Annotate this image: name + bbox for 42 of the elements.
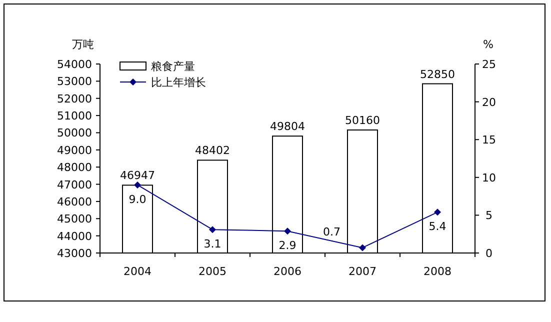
y-axis-title: 万吨 xyxy=(72,38,94,51)
y2-tick-label: 15 xyxy=(482,134,496,147)
data-label: 50160 xyxy=(345,114,380,127)
data-label: 2.9 xyxy=(278,239,296,252)
data-label: 49804 xyxy=(270,120,305,134)
data-label: 48402 xyxy=(195,144,230,158)
y-tick-label: 52000 xyxy=(57,92,92,106)
y2-tick-label: 25 xyxy=(482,58,496,71)
x-tick-label: 2004 xyxy=(124,265,152,278)
data-label: 5.4 xyxy=(428,220,446,234)
y-tick-label: 54000 xyxy=(57,58,92,71)
y2-tick-label: 20 xyxy=(482,96,496,109)
data-label: 3.1 xyxy=(204,238,222,251)
x-tick-label: 2006 xyxy=(274,265,302,278)
y2-tick-label: 0 xyxy=(486,247,492,260)
data-label: 0.7 xyxy=(323,226,340,239)
y-tick-label: 48000 xyxy=(57,161,92,174)
x-tick-label: 2007 xyxy=(348,265,376,278)
y-tick-label: 53000 xyxy=(57,75,92,88)
data-label: 9.0 xyxy=(128,192,146,206)
y-tick-label: 46000 xyxy=(57,195,92,208)
y-tick-label: 51000 xyxy=(57,110,92,123)
data-label: 46947 xyxy=(120,169,155,182)
y-tick-label: 44000 xyxy=(57,230,92,243)
x-tick-label: 2008 xyxy=(424,265,452,278)
point xyxy=(284,228,291,235)
data-label: 52850 xyxy=(420,68,455,81)
legend-label: 粮食产量 xyxy=(151,60,195,73)
y-tick-label: 47000 xyxy=(57,178,92,192)
y-tick-label: 43000 xyxy=(57,247,92,260)
legend-label: 比上年增长 xyxy=(151,76,206,89)
point xyxy=(134,181,141,188)
y2-tick-label: 10 xyxy=(482,171,496,184)
y2-tick-label: 5 xyxy=(486,209,492,222)
y-tick-label: 49000 xyxy=(57,144,92,157)
y-tick-label: 45000 xyxy=(57,212,92,226)
point xyxy=(359,244,366,252)
y2-axis-title: % xyxy=(483,38,494,51)
point xyxy=(209,226,216,234)
x-tick-label: 2005 xyxy=(198,265,226,278)
y-tick-label: 50000 xyxy=(57,126,92,140)
point xyxy=(434,208,441,216)
